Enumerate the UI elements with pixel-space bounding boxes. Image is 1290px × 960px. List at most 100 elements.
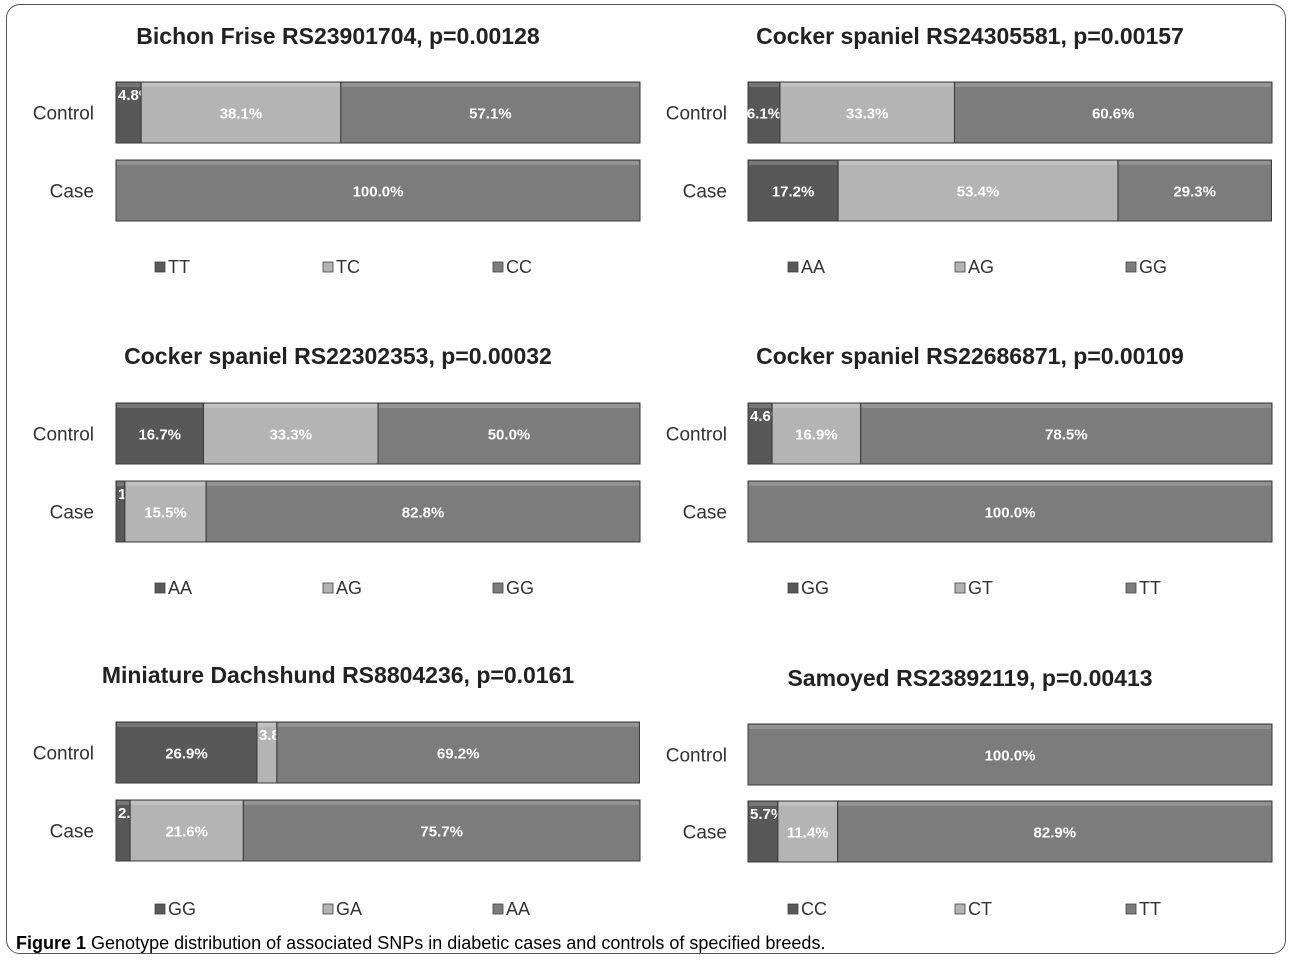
data-label: 16.9% xyxy=(795,427,838,444)
bar-segment-gg xyxy=(1117,159,1272,222)
stacked-bar-case: 5.7%11.4% 82.9% xyxy=(747,800,1273,863)
data-label: 38.1% xyxy=(220,106,263,123)
data-label: 15.5% xyxy=(144,505,187,522)
legend-swatch-tt xyxy=(154,261,166,273)
legend-label-tc: TC xyxy=(336,257,360,277)
category-label-case: Case xyxy=(50,822,94,843)
bar-segment-aa xyxy=(747,81,781,144)
stacked-bar-case: 1.7%15.5%82.8% xyxy=(115,480,641,543)
data-label: 17.2% xyxy=(772,184,815,201)
bar-segment-highlight xyxy=(207,482,640,486)
legend-swatch-ga xyxy=(322,903,334,915)
legend-label-gg: GG xyxy=(801,578,829,598)
bar-segment-highlight xyxy=(117,482,124,486)
bar-segment-highlight xyxy=(204,404,377,408)
bar-segment-tt xyxy=(837,800,1273,863)
bar-segment-aa xyxy=(115,402,205,465)
stacked-bar-control: 6.1% 33.3% 60.6% xyxy=(747,81,1273,144)
bar-segment-highlight xyxy=(117,161,639,165)
category-label-control: Control xyxy=(33,425,94,446)
bar-segment-aa xyxy=(276,721,640,784)
bar-segment-aa xyxy=(242,799,641,862)
legend-swatch-ct xyxy=(954,903,966,915)
legend-label-gg: GG xyxy=(506,578,534,598)
data-label: 100.0% xyxy=(985,505,1036,522)
bar-segment-aa xyxy=(747,159,839,222)
bar-segment-highlight xyxy=(379,404,639,408)
legend-swatch-aa xyxy=(787,261,799,273)
chart-title: Cocker spaniel RS22686871, p=0.00109 xyxy=(756,343,1184,369)
data-label: 29.3% xyxy=(1173,184,1216,201)
category-label-control: Control xyxy=(666,104,727,125)
bar-segment-highlight xyxy=(749,802,777,806)
bar-segment-highlight xyxy=(117,83,141,87)
data-label: 60.6% xyxy=(1092,106,1135,123)
bar-segment-cc xyxy=(340,81,641,144)
chart-title: Miniature Dachshund RS8804236, p=0.0161 xyxy=(102,662,575,688)
bar-segment-tt xyxy=(747,723,1273,786)
legend-swatch-cc xyxy=(787,903,799,915)
bar-segment-highlight xyxy=(257,723,276,727)
chart-panel-2: Cocker spaniel RS24305581, p=0.00157 Cont… xyxy=(666,23,1273,277)
legend-label-cc: CC xyxy=(801,899,827,919)
data-label: 78.5% xyxy=(1045,427,1088,444)
data-label: 11.4% xyxy=(787,825,829,842)
data-label: 57.1% xyxy=(469,106,512,123)
data-label: 33.3% xyxy=(269,427,312,444)
data-label: 53.4% xyxy=(957,184,1000,201)
chart-panel-6: Samoyed RS23892119, p=0.00413 Control 100.… xyxy=(666,665,1273,919)
category-label-case: Case xyxy=(683,823,727,844)
bar-segment-highlight xyxy=(117,404,203,408)
category-label-control: Control xyxy=(33,744,94,765)
bar-segment-cc xyxy=(747,800,779,863)
data-label: 6.1% xyxy=(747,106,781,123)
chart-panel-4: Cocker spaniel RS22686871, p=0.00109 Cont… xyxy=(666,343,1273,598)
category-label-case: Case xyxy=(50,503,94,524)
stacked-bar-case: 100.0% xyxy=(115,159,641,222)
legend-label-ag: AG xyxy=(336,578,362,598)
category-label-control: Control xyxy=(666,746,727,767)
bar-segment-gg xyxy=(115,721,258,784)
stacked-bar-control: 16.7% 33.3% 50.0% xyxy=(115,402,641,465)
bar-segment-highlight xyxy=(1118,161,1271,165)
bar-segment-ga xyxy=(129,799,244,862)
data-label: 100.0% xyxy=(353,184,404,201)
legend-swatch-gg xyxy=(154,903,166,915)
chart-panel-5: Miniature Dachshund RS8804236, p=0.0161 C… xyxy=(33,662,641,919)
bar-segment-highlight xyxy=(131,801,243,805)
stacked-bar-control: 100.0% xyxy=(747,723,1273,786)
stacked-bar-control: 4.8%38.1% 57.1% xyxy=(115,81,641,144)
data-label: 33.3% xyxy=(846,106,889,123)
bar-segment-cc xyxy=(115,159,641,222)
category-label-control: Control xyxy=(33,104,94,125)
legend-label-tt: TT xyxy=(1139,899,1161,919)
legend-swatch-tc xyxy=(322,261,334,273)
bar-segment-gt xyxy=(771,402,862,465)
chart-title: Samoyed RS23892119, p=0.00413 xyxy=(787,665,1152,691)
bar-segment-highlight xyxy=(277,723,639,727)
data-label: 82.8% xyxy=(402,505,445,522)
bar-segment-tt xyxy=(747,480,1273,543)
chart-title: Cocker spaniel RS24305581, p=0.00157 xyxy=(756,23,1184,49)
stacked-bar-case: 17.2% 53.4% 29.3% xyxy=(747,159,1272,222)
legend-swatch-gg xyxy=(1125,261,1137,273)
data-label: 82.9% xyxy=(1034,825,1077,842)
legend-swatch-ag xyxy=(954,261,966,273)
legend-label-gg: GG xyxy=(1139,257,1167,277)
legend-swatch-gt xyxy=(954,582,966,594)
bar-segment-highlight xyxy=(125,482,206,486)
legend-label-gt: GT xyxy=(968,578,993,598)
data-label: 16.7% xyxy=(138,427,181,444)
bar-segment-highlight xyxy=(838,802,1271,806)
bar-segment-gg xyxy=(747,402,773,465)
legend-swatch-aa xyxy=(154,582,166,594)
stacked-bar-case: 100.0% xyxy=(747,480,1273,543)
bar-segment-highlight xyxy=(839,161,1117,165)
legend-label-ag: AG xyxy=(968,257,994,277)
legend-label-aa: AA xyxy=(168,578,192,598)
bar-segment-highlight xyxy=(749,725,1271,729)
legend-label-tt: TT xyxy=(168,257,190,277)
bar-segment-ag xyxy=(124,480,207,543)
legend-label-tt: TT xyxy=(1139,578,1161,598)
